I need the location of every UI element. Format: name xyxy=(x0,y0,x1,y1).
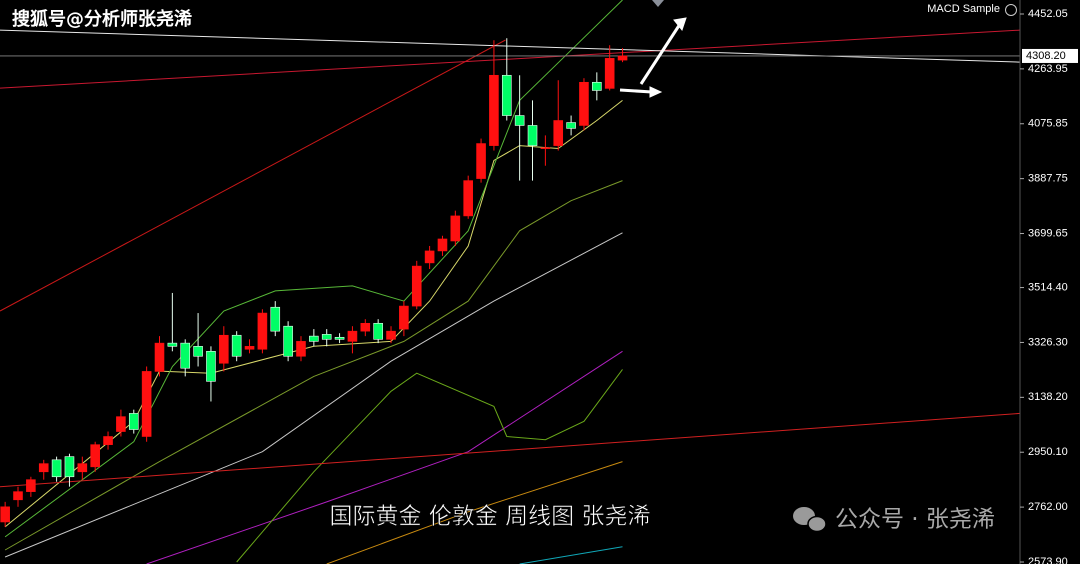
candle-body xyxy=(167,342,178,347)
candle-body xyxy=(604,58,615,89)
candle-body xyxy=(334,336,345,340)
candle-body xyxy=(26,479,36,492)
arrows xyxy=(619,17,687,98)
candle-body xyxy=(566,122,576,129)
candle-body xyxy=(437,238,448,252)
candle-body xyxy=(270,306,281,332)
overlay-line xyxy=(0,29,1021,89)
indicator-icon xyxy=(1005,4,1017,16)
y-tick-label: 3138.20 xyxy=(1028,391,1068,403)
candle-body xyxy=(128,413,139,430)
candle-body xyxy=(592,81,602,91)
y-tick-label: 4075.85 xyxy=(1028,118,1068,130)
y-tick-label: 2762.00 xyxy=(1028,501,1068,513)
candle-body xyxy=(154,342,165,372)
candle-body xyxy=(64,456,75,478)
candle-body xyxy=(360,322,371,332)
candle-body xyxy=(13,491,23,501)
candle-body xyxy=(489,74,499,146)
arrow-up xyxy=(639,23,682,85)
last-price-label: 4308.20 xyxy=(1026,50,1066,62)
candle-body xyxy=(116,416,126,432)
candle-body xyxy=(579,81,589,126)
overlay-line xyxy=(326,461,623,564)
candle-body xyxy=(77,463,88,473)
candle-body xyxy=(411,265,422,307)
candle-body xyxy=(540,147,551,149)
candle-body xyxy=(386,330,396,340)
arrow-right xyxy=(619,88,653,94)
arrow-head xyxy=(673,17,687,32)
candle-body xyxy=(244,346,255,350)
overlay-line xyxy=(519,546,623,564)
candle-body xyxy=(399,305,409,330)
wechat-icon xyxy=(793,507,827,533)
candle-body xyxy=(527,125,538,146)
y-tick-label: 3514.40 xyxy=(1028,281,1068,293)
overlay-line xyxy=(4,180,623,551)
candle-body xyxy=(553,120,564,146)
marker xyxy=(652,0,664,7)
y-tick-label: 2573.90 xyxy=(1028,556,1068,564)
overlay-line xyxy=(0,412,1021,488)
candle-body xyxy=(180,342,191,369)
candle-body xyxy=(38,463,49,473)
candle-body xyxy=(103,436,113,445)
candle-body xyxy=(501,74,512,116)
brand: 公众号 · 张尧浠 xyxy=(835,507,995,533)
candle-body xyxy=(90,444,100,468)
overlay-line xyxy=(4,232,623,558)
candle-body xyxy=(0,506,10,523)
candle-body xyxy=(141,371,152,437)
candle-body xyxy=(309,335,319,342)
candle-body xyxy=(193,346,203,357)
candle-body xyxy=(283,325,293,357)
candle-body xyxy=(206,350,216,382)
y-tick-label: 3887.75 xyxy=(1028,173,1068,185)
y-tick-label: 4452.05 xyxy=(1028,8,1068,20)
candle-body xyxy=(617,55,628,61)
candle-body xyxy=(463,180,473,217)
candle-body xyxy=(257,312,268,350)
overlay-line xyxy=(236,369,623,563)
candle-body xyxy=(476,143,486,179)
last-price-box xyxy=(1022,48,1078,63)
chart-title: 国际黄金 伦敦金 周线图 张尧浠 xyxy=(330,504,651,530)
overlay-line xyxy=(4,0,623,538)
y-tick-label: 3699.65 xyxy=(1028,227,1068,239)
candle-body xyxy=(296,341,306,357)
candle-body xyxy=(231,334,242,357)
candle-body xyxy=(514,115,525,126)
overlay-line xyxy=(146,350,623,564)
candle-body xyxy=(373,322,383,340)
overlay-line xyxy=(0,29,1021,63)
candle-body xyxy=(219,334,229,364)
overlay-line xyxy=(0,39,506,312)
plot-area xyxy=(0,0,1021,564)
watermark: 搜狐号@分析师张尧浠 xyxy=(12,8,192,30)
y-tick-label: 3326.30 xyxy=(1028,336,1068,348)
indicator-label: MACD Sample xyxy=(927,3,1000,15)
candle-body xyxy=(424,250,435,264)
icon-bubble xyxy=(807,515,827,533)
candle-body xyxy=(450,215,461,242)
candle-body xyxy=(321,334,332,340)
y-tick-label: 2950.10 xyxy=(1028,446,1068,458)
candle-body xyxy=(347,330,358,342)
arrow-head xyxy=(649,86,663,98)
y-tick-label: 4263.95 xyxy=(1028,63,1068,75)
candle-body xyxy=(51,459,62,478)
